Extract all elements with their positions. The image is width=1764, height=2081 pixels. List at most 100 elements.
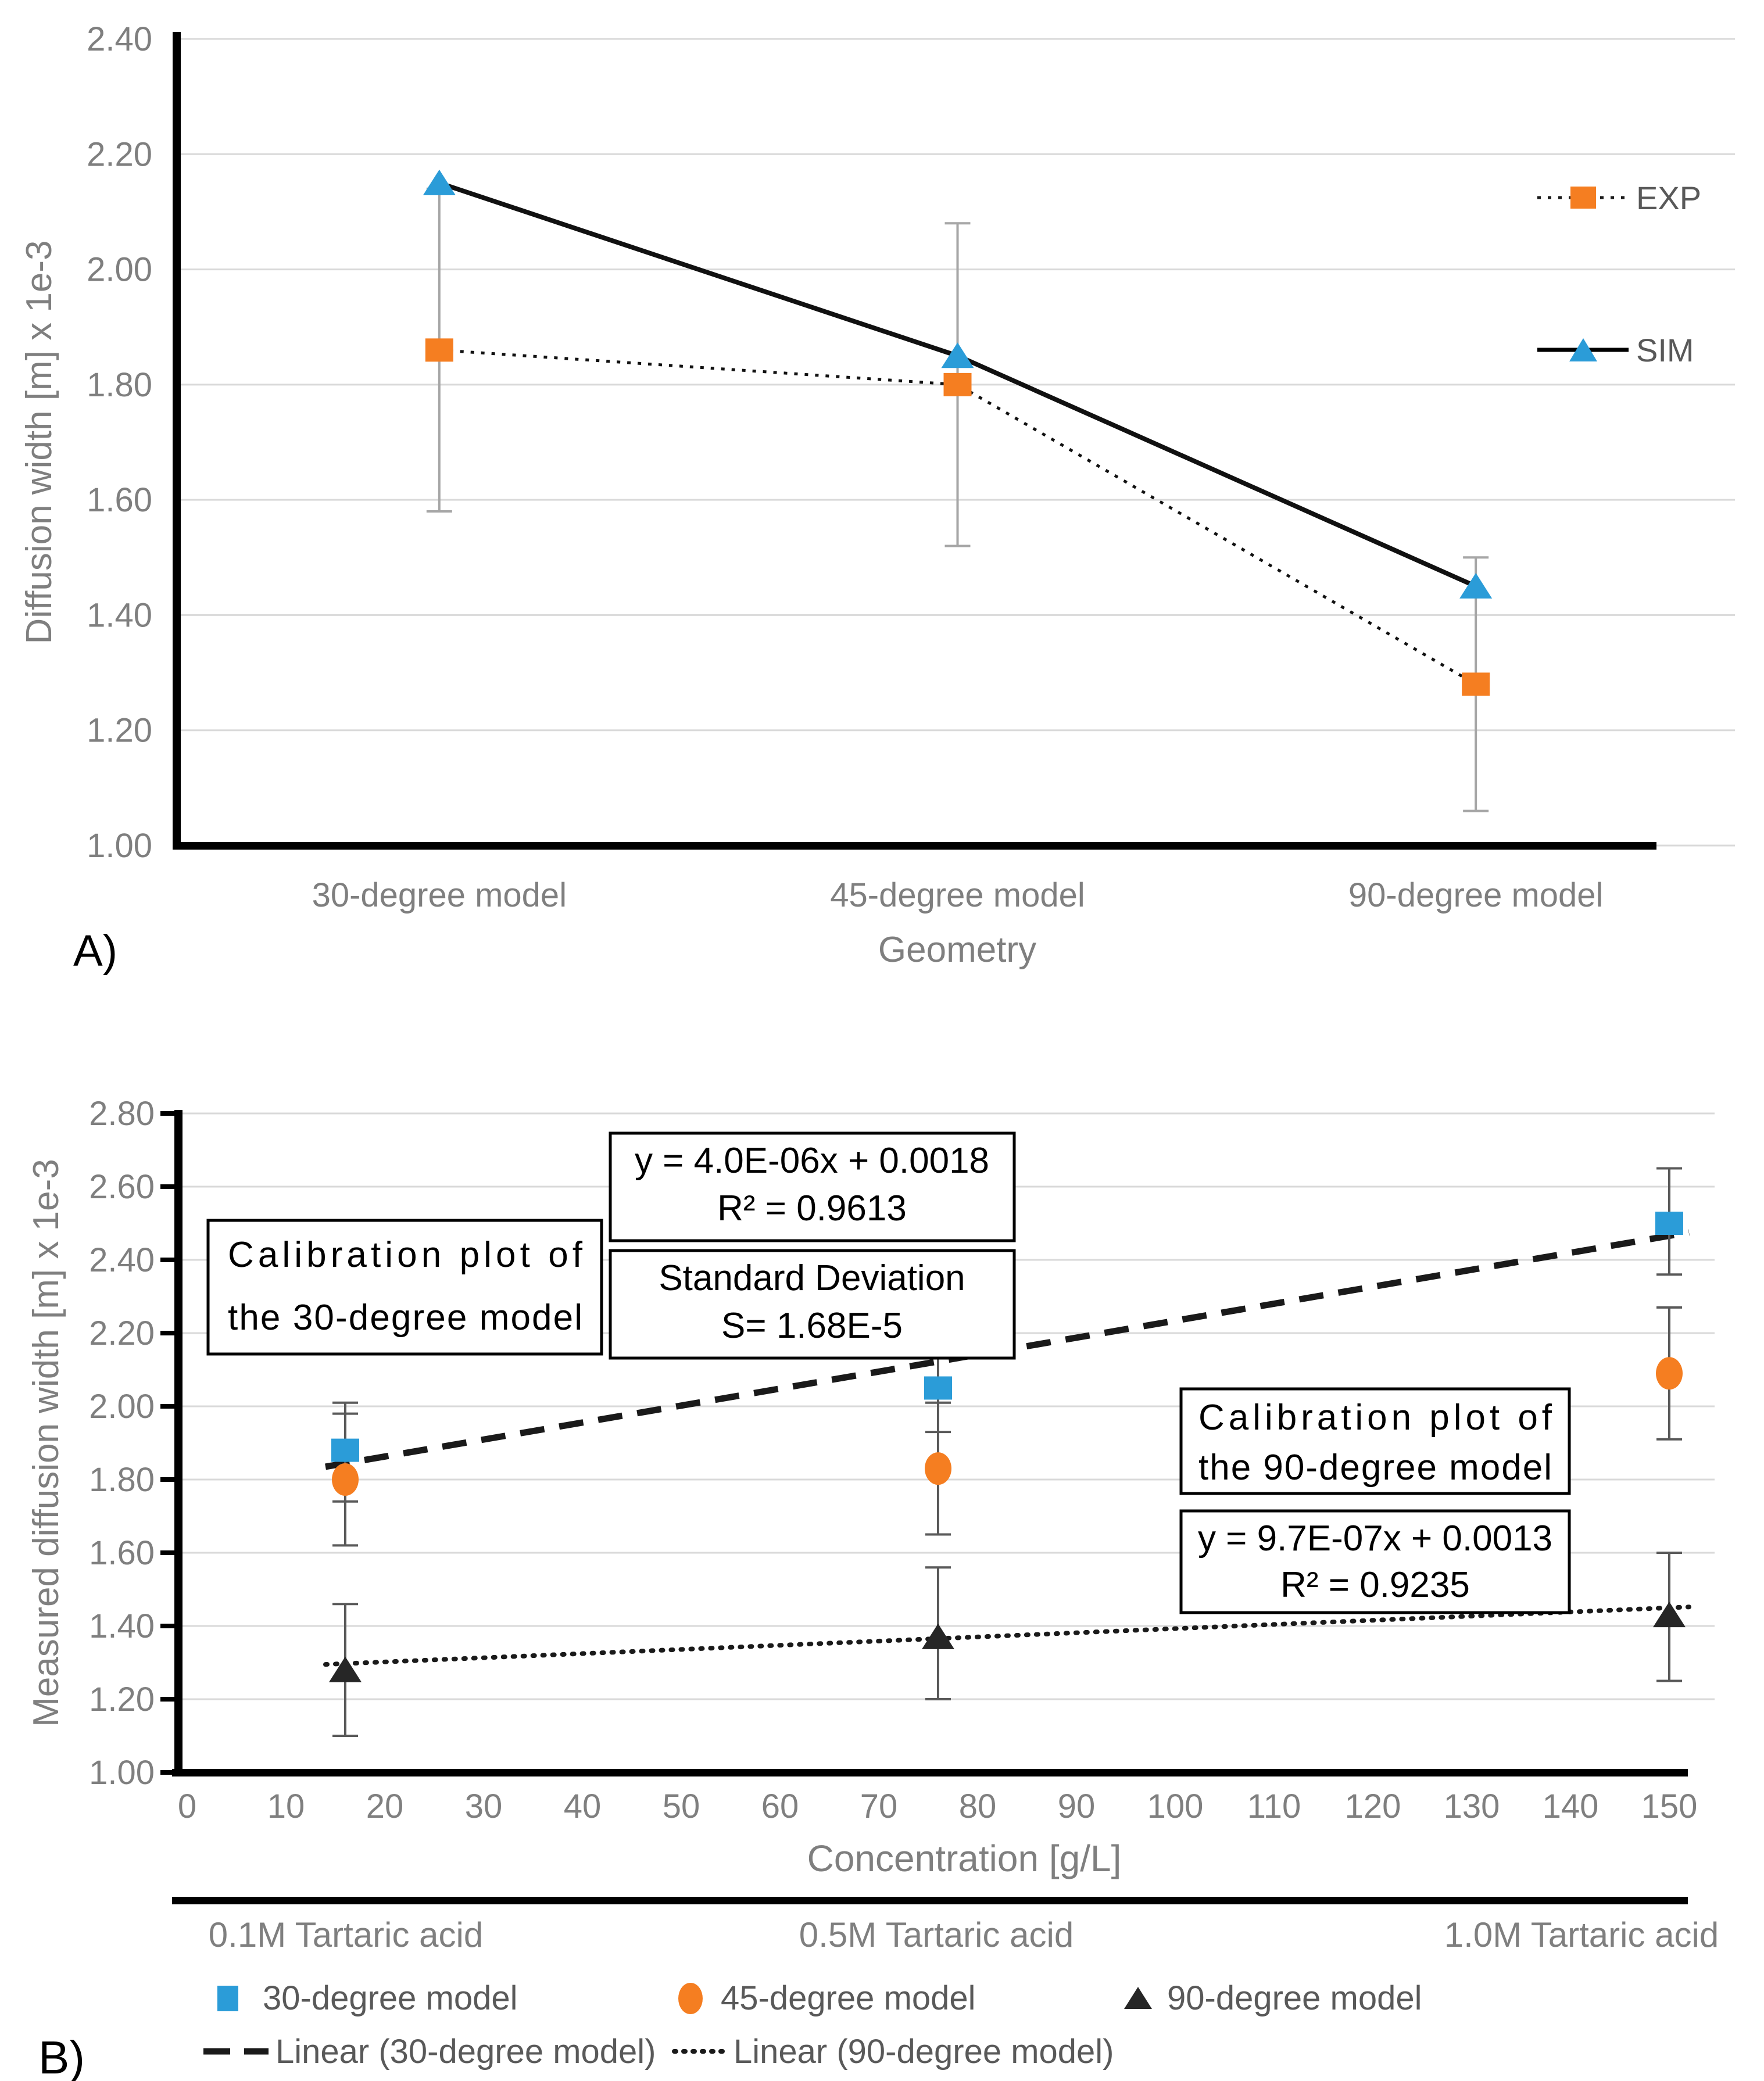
x-tick-label: 70 — [860, 1788, 898, 1825]
standard-deviation-value: S= 1.68E-5 — [721, 1306, 903, 1346]
Linear (90-degree model)-line — [323, 1604, 1691, 1667]
x-tick-label: 80 — [959, 1788, 997, 1825]
y-axis-line — [173, 32, 181, 850]
30-degree model-marker — [924, 1376, 952, 1400]
EXP-marker — [1462, 672, 1490, 696]
x-tick-label: 90 — [1058, 1788, 1096, 1825]
45-degree model-marker — [1656, 1357, 1683, 1390]
y-tick-label: 2.00 — [87, 251, 152, 289]
panel-b-chart: 1.00 1.20 1.40 1.60 1.80 2.00 2.20 2.40 2.60 2.80… — [26, 1095, 1719, 2081]
equation-box-30-degree: y = 4.0E-06x + 0.0018 R² = 0.9613 — [609, 1131, 1016, 1242]
equation-box-90-degree-frame — [1179, 1509, 1571, 1614]
standard-deviation-box: Standard Deviation S= 1.68E-5 — [609, 1249, 1016, 1360]
x-tick-label: 130 — [1444, 1788, 1500, 1825]
x-tick-label: 0 — [178, 1788, 196, 1825]
panel-a-plot: 1.00 1.20 1.40 1.60 1.80 2.00 2.20 2.40 30-degre… — [87, 20, 1735, 914]
tartaric-label-1-0M: 1.0M Tartaric acid — [1444, 1915, 1719, 1954]
tartaric-acid-axis: 0.1M Tartaric acid 0.5M Tartaric acid 1.… — [209, 1915, 1719, 1954]
y-tick — [160, 1624, 176, 1628]
panel-a-legend: EXP SIM — [1537, 180, 1701, 368]
x-tick-label: 40 — [564, 1788, 602, 1825]
90-degree model-marker — [922, 1623, 954, 1649]
x-tick-label: 20 — [366, 1788, 404, 1825]
x-tick-label: 140 — [1543, 1788, 1599, 1825]
x-tick-label: 110 — [1247, 1788, 1301, 1825]
y-tick — [160, 1770, 176, 1775]
y-tick — [160, 1404, 176, 1409]
90-degree model-marker — [1653, 1602, 1686, 1628]
x-tick-label: 10 — [267, 1788, 305, 1825]
y-tick-label: 1.60 — [87, 481, 152, 519]
tartaric-label-0-5M: 0.5M Tartaric acid — [799, 1915, 1074, 1954]
y-tick-label: 2.40 — [87, 20, 152, 58]
category-divider-line — [172, 1897, 1688, 1904]
y-tick — [160, 1477, 176, 1482]
x-tick-label: 100 — [1147, 1788, 1204, 1825]
30-degree model-marker — [1655, 1212, 1683, 1235]
standard-deviation-line: Standard Deviation — [659, 1258, 965, 1298]
equation-30-line: y = 4.0E-06x + 0.0018 — [635, 1141, 989, 1181]
calibration-30-degree-box: Calibration plot of the 30-degree model — [206, 1219, 603, 1356]
y-tick-label: 2.40 — [89, 1241, 155, 1279]
legend-45-degree-marker — [678, 1983, 703, 2014]
y-tick-label: 1.80 — [87, 366, 152, 404]
x-tick-label: 150 — [1641, 1788, 1698, 1825]
panel-b-letter: B) — [38, 2032, 85, 2081]
30-degree model-marker — [331, 1438, 359, 1462]
calibration-90-degree-frame — [1179, 1387, 1571, 1495]
y-tick-label: 1.40 — [87, 596, 152, 634]
panel-a-chart: 1.00 1.20 1.40 1.60 1.80 2.00 2.20 2.40 30-degre… — [19, 20, 1735, 976]
y-tick-label: 1.40 — [89, 1607, 155, 1645]
panel-a-y-axis-title: Diffusion width [m] x 1e-3 — [19, 241, 59, 644]
x-axis-line — [173, 842, 1656, 850]
90-degree model-marker — [329, 1656, 362, 1682]
y-tick — [160, 1550, 176, 1555]
EXP-marker — [943, 372, 972, 396]
calibration-30-line-2: the 30-degree model — [228, 1298, 582, 1338]
calibration-90-line-2: the 90-degree model — [1198, 1448, 1552, 1488]
equation-box-30-degree-frame — [609, 1131, 1016, 1242]
y-axis-line — [174, 1110, 183, 1776]
panel-b-legend: 30-degree model 45-degree model 90-degre… — [203, 1979, 1422, 2071]
y-tick-label: 2.00 — [89, 1388, 155, 1425]
calibration-90-line-1: Calibration plot of — [1198, 1398, 1552, 1438]
x-tick-label: 50 — [663, 1788, 700, 1825]
x-category-label: 90-degree model — [1348, 876, 1604, 914]
SIM-marker — [423, 169, 456, 195]
y-tick — [160, 1331, 176, 1335]
standard-deviation-box-frame — [609, 1249, 1016, 1360]
sim-legend-label: SIM — [1636, 332, 1694, 368]
x-tick-label: 60 — [761, 1788, 799, 1825]
SIM-marker — [1459, 572, 1493, 599]
exp-legend-label: EXP — [1636, 180, 1701, 216]
45-degree model-marker — [332, 1463, 359, 1496]
SIM-marker — [941, 342, 974, 368]
legend-30-degree-marker — [217, 1986, 238, 2011]
y-tick — [160, 1184, 176, 1189]
y-tick-label: 1.60 — [89, 1534, 155, 1572]
y-tick-label: 1.80 — [89, 1461, 155, 1499]
panel-a-letter: A) — [73, 926, 117, 976]
equation-90-line: y = 9.7E-07x + 0.0013 — [1198, 1518, 1552, 1559]
legend-45-degree-label: 45-degree model — [721, 1979, 976, 2017]
y-tick-label: 1.20 — [87, 712, 152, 750]
y-tick — [160, 1697, 176, 1702]
45-degree model-marker — [925, 1452, 951, 1485]
r2-30-line: R² = 0.9613 — [717, 1188, 907, 1228]
y-tick — [160, 1258, 176, 1262]
y-tick-label: 1.20 — [89, 1681, 155, 1718]
y-tick-label: 2.20 — [89, 1314, 155, 1352]
equation-box-90-degree: y = 9.7E-07x + 0.0013 R² = 0.9235 — [1179, 1509, 1571, 1614]
y-tick-label: 2.60 — [89, 1168, 155, 1206]
calibration-90-degree-box: Calibration plot of the 90-degree model — [1179, 1387, 1571, 1495]
tartaric-label-0-1M: 0.1M Tartaric acid — [209, 1915, 483, 1954]
legend-30-degree-label: 30-degree model — [263, 1979, 518, 2017]
y-tick-label: 2.20 — [87, 135, 152, 173]
panel-b-y-axis-title: Measured diffusion width [m] x 1e-3 — [26, 1159, 66, 1727]
y-tick-label: 1.00 — [87, 827, 152, 865]
exp-legend-marker — [1570, 187, 1596, 209]
legend-90-degree-label: 90-degree model — [1167, 1979, 1422, 2017]
legend-linear-90-label: Linear (90-degree model) — [733, 2033, 1114, 2071]
x-category-label: 45-degree model — [830, 876, 1085, 914]
